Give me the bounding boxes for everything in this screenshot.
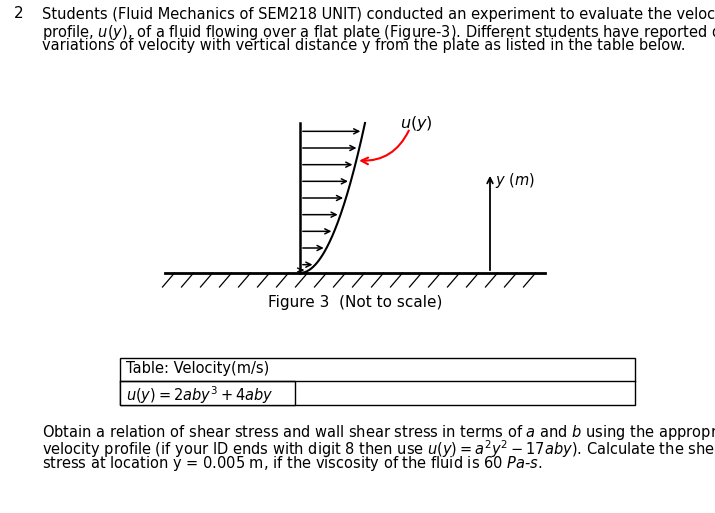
Text: $u(y) = 2aby^3 + 4aby$: $u(y) = 2aby^3 + 4aby$ xyxy=(126,384,274,406)
Text: variations of velocity with vertical distance y from the plate as listed in the : variations of velocity with vertical dis… xyxy=(42,38,686,53)
Text: Table: Velocity(m/s): Table: Velocity(m/s) xyxy=(126,361,270,376)
Text: $y$ $(m)$: $y$ $(m)$ xyxy=(495,171,535,190)
Bar xyxy=(120,381,295,405)
Text: 2: 2 xyxy=(14,6,24,21)
Bar xyxy=(120,358,635,405)
Text: stress at location y = 0.005 m, if the viscosity of the fluid is 60 $Pa$-$s$.: stress at location y = 0.005 m, if the v… xyxy=(42,454,543,473)
Text: profile, $u(y)$, of a fluid flowing over a flat plate (Figure-3). Different stud: profile, $u(y)$, of a fluid flowing over… xyxy=(42,23,715,42)
Text: Obtain a relation of shear stress and wall shear stress in terms of $a$ and $b$ : Obtain a relation of shear stress and wa… xyxy=(42,423,715,442)
Text: $u(y)$: $u(y)$ xyxy=(400,114,433,133)
Text: Figure 3  (Not to scale): Figure 3 (Not to scale) xyxy=(268,295,442,310)
Text: velocity profile (if your ID ends with digit 8 then use $u(y) = a^2y^2 - 17aby$): velocity profile (if your ID ends with d… xyxy=(42,439,715,460)
Text: Students (Fluid Mechanics of SEM218 UNIT) conducted an experiment to evaluate th: Students (Fluid Mechanics of SEM218 UNIT… xyxy=(42,7,715,22)
